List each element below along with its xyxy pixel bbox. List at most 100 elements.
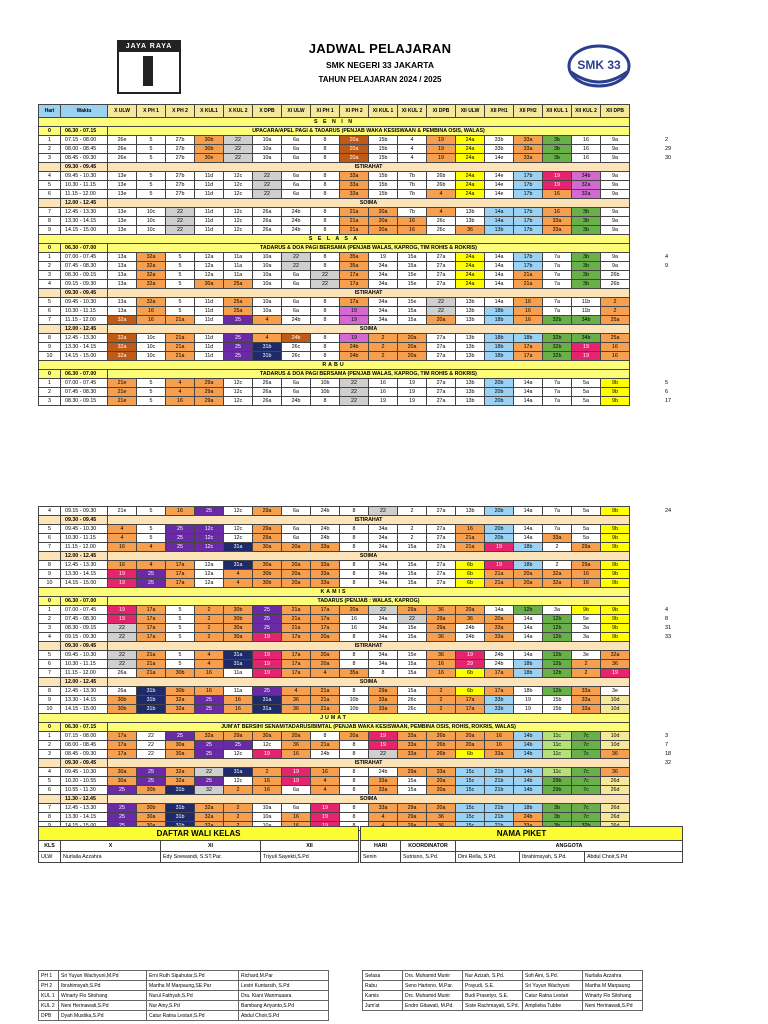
- teacher-code-cell: 8: [310, 144, 340, 154]
- table-row: 7 11.15 - 12.00 32a 16 21a 11d 25 4 24b 8 19 34a 15a…: [38, 315, 630, 325]
- teacher-code-cell: 16: [165, 396, 195, 406]
- teacher-code-cell: 3b: [571, 261, 601, 271]
- teacher-code-cell: 19: [252, 659, 282, 669]
- side-note: 5: [665, 379, 669, 386]
- teacher-code-cell: 24b: [368, 767, 398, 777]
- day-section: S E N I N: [38, 117, 630, 127]
- list-item: DPB Dyah Mustika,S.Pd Catur Ratna Lestari,…: [38, 1010, 329, 1021]
- teacher-code-cell: 2: [194, 632, 224, 642]
- teacher-code-cell: 15a: [397, 252, 427, 262]
- list-item: KUL 2 Neni Herinawati,S.Pd Nur Ainy,S.Pd Ba…: [38, 1000, 329, 1011]
- teacher-code-cell: 11d: [194, 225, 224, 235]
- teacher-code-cell: 16: [571, 153, 601, 163]
- teacher-code-cell: 8: [339, 533, 369, 543]
- teacher-code-cell: 7a: [542, 297, 572, 307]
- teacher-code-cell: 13a: [107, 306, 137, 316]
- teacher-code-cell: 33b: [484, 695, 514, 705]
- teacher-code-cell: 32a: [107, 351, 137, 361]
- teacher-code-cell: 20a: [368, 216, 398, 226]
- teacher-code-cell: 11d: [194, 171, 224, 181]
- teacher-code-cell: 8: [339, 569, 369, 579]
- teacher-code-cell: 14b: [513, 731, 543, 741]
- teacher-code-cell: 17a: [339, 297, 369, 307]
- period-number: 2: [38, 261, 61, 271]
- teacher-code-cell: 16: [600, 351, 630, 361]
- teacher-code-cell: 7c: [571, 749, 601, 759]
- teacher-code-cell: 10d: [600, 740, 630, 750]
- teacher-code-cell: 21e: [107, 506, 137, 516]
- column-header: X PH 2: [165, 104, 195, 118]
- column-header: X PH 1: [136, 104, 166, 118]
- teacher-code-cell: 24b: [455, 623, 485, 633]
- teacher-code-cell: 4: [252, 333, 282, 343]
- period-number: [38, 162, 61, 172]
- teacher-code-cell: 7c: [571, 803, 601, 813]
- period-number: 5: [38, 297, 61, 307]
- period-time: 12.45 - 13.30: [60, 803, 108, 813]
- teacher-code-cell: 26d: [600, 785, 630, 795]
- teacher-code-cell: 16: [223, 704, 253, 714]
- teacher-code-cell: 22: [107, 623, 137, 633]
- teacher-code-cell: 24a: [455, 261, 485, 271]
- teacher-code-cell: 14e: [484, 171, 514, 181]
- teacher-code-cell: 17b: [513, 252, 543, 262]
- teacher-code-cell: 25: [165, 524, 195, 534]
- teacher-code-cell: 16: [107, 560, 137, 570]
- teacher-code-cell: 24b: [310, 524, 340, 534]
- teacher-code-cell: 22: [339, 396, 369, 406]
- teacher-code-cell: 2: [397, 506, 427, 516]
- teacher-code-cell: 32a: [136, 261, 166, 271]
- teacher-code-cell: 22: [310, 279, 340, 289]
- column-header: X KUL 2: [223, 104, 253, 118]
- teacher-code-cell: 27a: [426, 560, 456, 570]
- teacher-code-cell: 20a: [426, 803, 456, 813]
- teacher-code-cell: 31a: [252, 695, 282, 705]
- break-label: ISTIRAHAT: [107, 162, 630, 172]
- period-number: 0: [38, 369, 61, 379]
- table-row: 5 09.45 - 10.30 22 21a 5 4 31a 19 17a 20a 8 34a 15e 3…: [38, 650, 630, 660]
- teacher-code-cell: 8: [310, 153, 340, 163]
- teacher-code-cell: 22: [252, 189, 282, 199]
- piket-list-cell: Sofi Aini, S.Pd.: [522, 970, 583, 981]
- teacher-code-cell: 13a: [107, 252, 137, 262]
- teacher-code-cell: 24a: [455, 180, 485, 190]
- teacher-code-cell: 17a: [310, 614, 340, 624]
- teacher-code-cell: 29a: [397, 803, 427, 813]
- teacher-code-cell: 22: [107, 632, 137, 642]
- period-number: 0: [38, 596, 61, 606]
- teacher-code-cell: 26b: [600, 270, 630, 280]
- table-row: 6 10.30 - 11.15 4 5 25 12c 12c 29a 6a 24b 8 34a 2 27a…: [38, 533, 630, 543]
- teacher-code-cell: 4: [310, 776, 340, 786]
- period-number: 10: [38, 578, 61, 588]
- teacher-code-cell: 16: [281, 812, 311, 822]
- teacher-code-cell: 20a: [455, 740, 485, 750]
- break-time: 12.00 - 12.45: [60, 551, 108, 561]
- teacher-code-cell: 4: [397, 153, 427, 163]
- teacher-code-cell: 8: [310, 297, 340, 307]
- teacher-code-cell: 7c: [571, 785, 601, 795]
- teacher-code-cell: 34a: [368, 542, 398, 552]
- teacher-code-cell: 7c: [571, 731, 601, 741]
- teacher-code-cell: 17a: [281, 659, 311, 669]
- teacher-code-cell: 12a: [194, 560, 224, 570]
- teacher-code-cell: 17a: [165, 560, 195, 570]
- period-time: 14.15 - 15.00: [60, 704, 108, 714]
- teacher-code-cell: 19: [426, 135, 456, 145]
- break-row: 11.30 - 12.45 SOIMA: [38, 794, 630, 804]
- column-header: XII ULW: [455, 104, 485, 118]
- teacher-code-cell: 33a: [310, 542, 340, 552]
- table-row: 6 10.55 - 11.30 25 30b 31b 32 2 16 6a 4 8 33a 15a 20a…: [38, 785, 630, 795]
- teacher-code-cell: 20a: [426, 315, 456, 325]
- teacher-code-cell: 26a: [252, 225, 282, 235]
- teacher-code-cell: 15b: [542, 695, 572, 705]
- teacher-code-cell: 22: [223, 153, 253, 163]
- period-number: 2: [38, 387, 61, 397]
- teacher-code-cell: 30a: [165, 749, 195, 759]
- period-time: 07.45 - 08.30: [60, 614, 108, 624]
- side-note: 24: [665, 507, 672, 514]
- break-label: ISTIRAHAT: [107, 288, 630, 298]
- teacher-code-cell: 8: [339, 506, 369, 516]
- teacher-code-cell: 32a: [136, 297, 166, 307]
- table-row: 9 14.15 - 15.00 13e 10c 22 11d 12c 26a 24b 8 21a 20…: [38, 225, 630, 235]
- teacher-code-cell: 4: [165, 378, 195, 388]
